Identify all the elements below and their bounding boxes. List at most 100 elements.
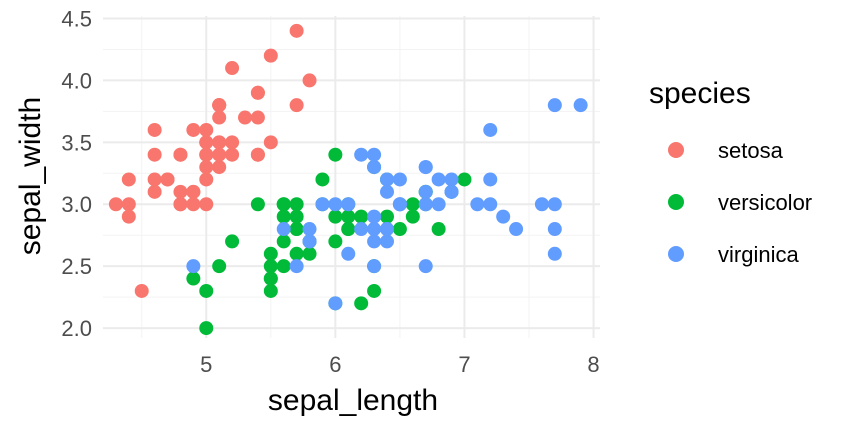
data-point-setosa <box>147 172 162 187</box>
legend-key-versicolor <box>668 194 684 210</box>
y-tick-label: 2.0 <box>61 316 92 341</box>
data-point-versicolor <box>199 283 214 298</box>
data-point-virginica <box>483 197 498 212</box>
data-point-setosa <box>121 209 136 224</box>
data-point-virginica <box>328 197 343 212</box>
data-point-virginica <box>418 160 433 175</box>
data-point-versicolor <box>289 209 304 224</box>
data-point-virginica <box>380 172 394 187</box>
data-point-virginica <box>392 197 407 212</box>
y-tick-label: 4.0 <box>61 68 92 93</box>
legend-label-setosa: setosa <box>718 138 784 163</box>
data-point-versicolor <box>212 259 227 274</box>
data-point-setosa <box>173 184 188 199</box>
data-point-versicolor <box>250 197 265 212</box>
legend-label-versicolor: versicolor <box>718 190 812 215</box>
data-point-versicolor <box>341 209 356 224</box>
data-point-virginica <box>367 259 382 274</box>
legend: species setosa versicolor virginica <box>649 77 812 267</box>
data-point-versicolor <box>457 172 472 187</box>
y-tick-label: 4.5 <box>61 6 92 31</box>
data-point-virginica <box>444 172 459 187</box>
data-point-virginica <box>380 184 394 199</box>
data-point-versicolor <box>328 209 343 224</box>
data-point-virginica <box>328 296 343 311</box>
data-point-virginica <box>418 197 433 212</box>
data-point-versicolor <box>380 209 394 224</box>
data-point-versicolor <box>225 234 240 249</box>
data-point-setosa <box>173 147 188 162</box>
data-point-virginica <box>341 197 356 212</box>
data-point-setosa <box>108 197 123 212</box>
data-point-virginica <box>367 147 382 162</box>
data-point-setosa <box>212 160 227 175</box>
data-points <box>108 23 588 336</box>
data-point-virginica <box>418 259 433 274</box>
data-point-versicolor <box>367 283 382 298</box>
data-point-setosa <box>225 147 240 162</box>
data-point-versicolor <box>186 271 201 286</box>
x-axis-ticks: 5 6 7 8 <box>200 352 600 377</box>
legend-title: species <box>649 77 751 110</box>
data-point-virginica <box>547 98 562 113</box>
data-point-versicolor <box>276 197 291 212</box>
data-point-setosa <box>134 283 149 298</box>
data-point-virginica <box>431 197 446 212</box>
data-point-virginica <box>547 246 562 261</box>
data-point-setosa <box>147 184 162 199</box>
data-point-virginica <box>380 234 394 249</box>
data-point-setosa <box>250 147 265 162</box>
data-point-setosa <box>212 147 227 162</box>
data-point-virginica <box>367 160 382 175</box>
x-tick-label: 5 <box>200 352 212 377</box>
data-point-setosa <box>199 135 214 150</box>
data-point-virginica <box>483 122 498 137</box>
data-point-virginica <box>367 222 382 237</box>
x-axis-title: sepal_length <box>268 384 438 417</box>
data-point-setosa <box>289 23 304 38</box>
data-point-virginica <box>573 98 588 113</box>
data-point-versicolor <box>354 296 369 311</box>
data-point-virginica <box>354 222 369 237</box>
data-point-virginica <box>315 197 330 212</box>
data-point-virginica <box>276 222 291 237</box>
data-point-versicolor <box>405 197 420 212</box>
data-point-setosa <box>302 73 317 88</box>
data-point-setosa <box>225 61 240 76</box>
y-axis-title: sepal_width <box>14 97 47 255</box>
x-tick-label: 8 <box>587 352 599 377</box>
data-point-setosa <box>199 172 214 187</box>
data-point-virginica <box>186 259 201 274</box>
data-point-virginica <box>367 209 382 224</box>
data-point-virginica <box>496 209 511 224</box>
data-point-virginica <box>302 222 317 237</box>
data-point-versicolor <box>263 259 278 274</box>
data-point-setosa <box>121 197 136 212</box>
data-point-virginica <box>534 197 549 212</box>
data-point-versicolor <box>276 234 291 249</box>
data-point-versicolor <box>263 246 278 261</box>
data-point-virginica <box>483 172 498 187</box>
data-point-virginica <box>418 184 433 199</box>
data-point-versicolor <box>199 321 214 336</box>
data-point-virginica <box>367 234 382 249</box>
data-point-versicolor <box>315 172 330 187</box>
data-point-setosa <box>238 110 252 125</box>
data-point-versicolor <box>328 147 343 162</box>
data-point-virginica <box>289 259 304 274</box>
data-point-virginica <box>341 246 356 261</box>
data-point-versicolor <box>276 209 291 224</box>
data-point-setosa <box>186 122 201 137</box>
data-point-virginica <box>431 172 446 187</box>
y-tick-label: 3.0 <box>61 192 92 217</box>
data-point-versicolor <box>289 246 304 261</box>
data-point-versicolor <box>289 222 304 237</box>
grid-lines <box>103 16 600 338</box>
data-point-virginica <box>380 222 394 237</box>
data-point-setosa <box>250 85 265 100</box>
data-point-setosa <box>289 98 304 113</box>
data-point-setosa <box>186 184 201 199</box>
y-tick-label: 2.5 <box>61 254 92 279</box>
data-point-setosa <box>186 197 201 212</box>
